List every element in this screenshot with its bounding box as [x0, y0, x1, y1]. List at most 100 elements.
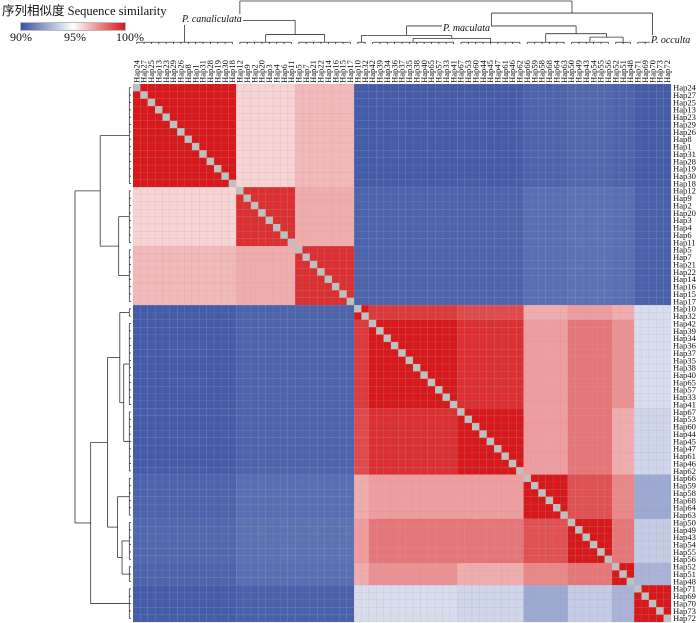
heatmap-cell	[582, 186, 591, 195]
heatmap-cell	[567, 142, 576, 151]
heatmap-cell	[611, 231, 620, 240]
heatmap-cell	[560, 474, 569, 483]
heatmap-cell	[398, 327, 406, 335]
heatmap-cell	[427, 98, 436, 107]
heatmap-cell	[317, 216, 325, 225]
heatmap-cell	[287, 489, 296, 497]
heatmap-cell	[633, 142, 642, 151]
heatmap-cell	[545, 260, 554, 269]
heatmap-cell	[567, 459, 576, 468]
heatmap-cell	[560, 260, 569, 269]
heatmap-cell	[258, 415, 266, 424]
heatmap-cell	[501, 430, 510, 439]
heatmap-cell	[309, 91, 318, 99]
heatmap-cell	[464, 327, 473, 335]
heatmap-cell	[589, 245, 598, 254]
heatmap-cell	[206, 334, 215, 343]
heatmap-cell	[530, 378, 539, 387]
heatmap-cell	[206, 452, 215, 461]
heatmap-cell	[611, 481, 620, 490]
heatmap-cell	[383, 113, 392, 122]
heatmap-cell	[427, 422, 436, 431]
heatmap-cell	[280, 525, 289, 534]
heatmap-cell	[353, 422, 362, 431]
heatmap-cell	[162, 356, 171, 365]
heatmap-cell	[619, 209, 628, 217]
heatmap-cell	[177, 164, 185, 173]
heatmap-cell	[376, 260, 384, 269]
heatmap-cell	[442, 105, 451, 114]
heatmap-cell	[449, 268, 458, 276]
heatmap-cell	[376, 83, 384, 92]
heatmap-cell	[442, 260, 451, 269]
heatmap-cell	[162, 474, 171, 483]
heatmap-cell	[154, 282, 163, 291]
heatmap-cell	[272, 238, 281, 247]
heatmap-cell	[228, 113, 237, 122]
heatmap-cell	[479, 430, 488, 439]
heatmap-cell	[309, 245, 318, 254]
heatmap-cell	[324, 511, 333, 520]
heatmap-cell	[184, 157, 193, 166]
heatmap-cell	[324, 356, 333, 365]
heatmap-cell	[597, 312, 605, 321]
heatmap-cell	[574, 172, 583, 181]
heatmap-cell	[235, 385, 244, 394]
heatmap-cell	[191, 540, 200, 549]
heatmap-cell	[162, 363, 171, 372]
heatmap-cell	[545, 231, 554, 240]
heatmap-cell	[243, 83, 252, 92]
heatmap-cell	[383, 467, 392, 475]
heatmap-cell	[552, 385, 561, 394]
heatmap-cell	[331, 194, 340, 203]
heatmap-cell	[589, 518, 598, 527]
heatmap-cell	[147, 452, 156, 461]
heatmap-cell	[361, 98, 370, 107]
heatmap-cell	[560, 201, 569, 210]
heatmap-cell	[582, 363, 591, 372]
heatmap-cell	[523, 91, 532, 99]
heatmap-cell	[390, 570, 399, 579]
heatmap-cell	[479, 341, 488, 350]
heatmap-cell	[184, 201, 193, 210]
heatmap-cell	[442, 481, 451, 490]
heatmap-cell	[162, 238, 171, 247]
heatmap-cell	[376, 91, 384, 99]
heatmap-cell	[567, 245, 576, 254]
heatmap-cell	[346, 555, 355, 564]
heatmap-cell	[368, 238, 377, 247]
heatmap-cell	[405, 467, 414, 475]
heatmap-cell	[317, 533, 325, 542]
heatmap-cell	[611, 194, 620, 203]
heatmap-cell	[376, 503, 384, 512]
heatmap-cell	[191, 518, 200, 527]
heatmap-cell	[427, 540, 436, 549]
heatmap-cell	[346, 142, 355, 151]
heatmap-cell	[560, 290, 569, 298]
heatmap-cell	[346, 327, 355, 335]
heatmap-cell	[324, 570, 333, 579]
heatmap-cell	[493, 400, 502, 409]
heatmap-cell	[361, 570, 370, 579]
heatmap-cell	[132, 312, 141, 321]
heatmap-cell	[302, 533, 311, 542]
heatmap-cell	[434, 496, 443, 505]
heatmap-cell	[516, 275, 524, 284]
heatmap-cell	[619, 415, 628, 424]
heatmap-cell	[412, 533, 421, 542]
heatmap-cell	[574, 415, 583, 424]
heatmap-cell	[589, 444, 598, 453]
heatmap-cell	[154, 378, 163, 387]
heatmap-cell	[471, 518, 480, 527]
heatmap-cell	[324, 216, 333, 225]
heatmap-cell	[648, 474, 657, 483]
heatmap-cell	[272, 430, 281, 439]
heatmap-cell	[656, 437, 664, 446]
heatmap-cell	[169, 555, 178, 564]
heatmap-cell	[221, 400, 230, 409]
heatmap-cell	[331, 231, 340, 240]
heatmap-cell	[641, 312, 650, 321]
heatmap-cell	[479, 142, 488, 151]
heatmap-cell	[177, 142, 185, 151]
heatmap-cell	[243, 98, 252, 107]
